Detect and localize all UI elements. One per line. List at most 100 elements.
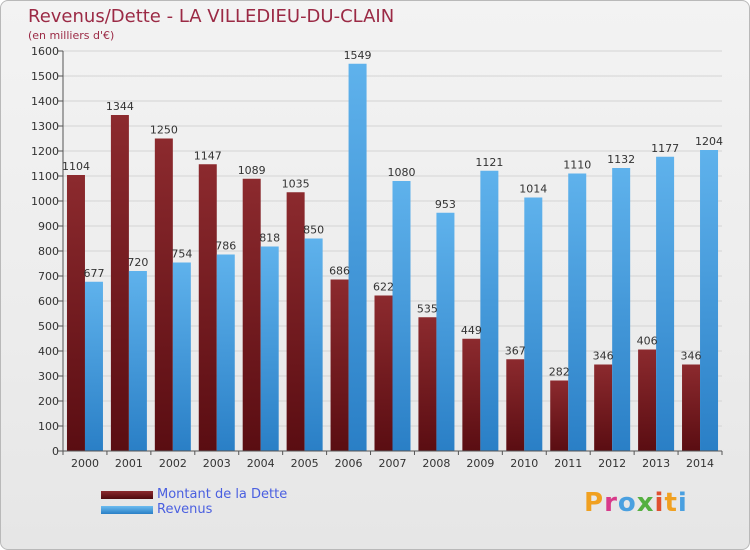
bar-revenue xyxy=(436,212,455,451)
bar-debt xyxy=(418,317,437,451)
bar-revenue xyxy=(700,150,719,451)
data-label-debt: 1089 xyxy=(238,164,266,177)
legend-swatch-revenue xyxy=(101,505,153,514)
bar-debt xyxy=(66,175,85,451)
logo-letter: x xyxy=(636,488,655,518)
data-label-debt: 346 xyxy=(593,350,614,363)
data-label-debt: 367 xyxy=(505,344,526,357)
y-tick-label: 400 xyxy=(38,345,59,358)
bar-debt xyxy=(594,364,613,451)
bar-revenue xyxy=(480,170,499,451)
legend: Montant de la Dette Revenus xyxy=(101,487,287,517)
y-tick-label: 700 xyxy=(38,270,59,283)
x-tick-label: 2012 xyxy=(598,457,626,470)
data-label-debt: 449 xyxy=(461,324,482,337)
legend-label-debt: Montant de la Dette xyxy=(157,487,288,502)
y-tick-label: 1200 xyxy=(31,145,59,158)
data-label-revenue: 1014 xyxy=(519,183,547,196)
data-label-debt: 406 xyxy=(637,335,658,348)
bar-debt xyxy=(242,178,261,451)
bar-debt xyxy=(198,164,217,451)
data-label-revenue: 677 xyxy=(83,267,104,280)
logo-letter: i xyxy=(654,488,665,518)
x-tick-label: 2003 xyxy=(203,457,231,470)
legend-swatch-debt xyxy=(101,490,153,499)
bar-revenue xyxy=(84,281,103,451)
bar-revenue xyxy=(656,156,675,451)
y-tick-label: 1600 xyxy=(31,45,59,58)
bar-revenue xyxy=(348,63,367,451)
data-label-debt: 282 xyxy=(549,366,570,379)
x-tick-label: 2010 xyxy=(510,457,538,470)
x-tick-label: 2008 xyxy=(422,457,450,470)
legend-item-debt: Montant de la Dette xyxy=(101,487,287,502)
bar-revenue xyxy=(524,197,543,451)
bar-debt xyxy=(110,115,129,451)
data-label-revenue: 1549 xyxy=(344,49,372,62)
x-tick-label: 2014 xyxy=(686,457,714,470)
chart-title: Revenus/Dette - LA VILLEDIEU-DU-CLAIN xyxy=(28,6,395,27)
y-tick-label: 300 xyxy=(38,370,59,383)
bar-debt xyxy=(550,380,569,451)
x-tick-label: 2009 xyxy=(466,457,494,470)
proxiti-logo: Proxiti xyxy=(584,488,688,518)
bar-debt xyxy=(682,364,701,451)
x-tick-label: 2004 xyxy=(247,457,275,470)
x-tick-label: 2000 xyxy=(71,457,99,470)
data-label-revenue: 754 xyxy=(171,248,192,261)
data-label-debt: 1104 xyxy=(62,160,90,173)
bar-revenue xyxy=(172,262,191,451)
y-tick-label: 1300 xyxy=(31,120,59,133)
logo-letter: i xyxy=(677,488,688,518)
legend-label-revenue: Revenus xyxy=(157,502,213,517)
y-tick-label: 900 xyxy=(38,220,59,233)
bar-revenue xyxy=(304,238,323,451)
y-tick-label: 500 xyxy=(38,320,59,333)
x-tick-label: 2013 xyxy=(642,457,670,470)
y-tick-label: 100 xyxy=(38,420,59,433)
y-tick-label: 1000 xyxy=(31,195,59,208)
data-label-revenue: 818 xyxy=(259,232,280,245)
data-label-revenue: 720 xyxy=(127,256,148,269)
data-label-revenue: 1110 xyxy=(563,159,591,172)
logo-letter: o xyxy=(617,488,637,518)
data-label-debt: 622 xyxy=(373,281,394,294)
y-tick-label: 1500 xyxy=(31,70,59,83)
bar-revenue xyxy=(216,254,235,451)
bar-debt xyxy=(374,295,393,451)
y-tick-label: 800 xyxy=(38,245,59,258)
data-label-debt: 1344 xyxy=(106,100,134,113)
x-tick-label: 2007 xyxy=(379,457,407,470)
bar-revenue xyxy=(612,168,631,451)
bar-revenue xyxy=(128,271,147,451)
data-label-revenue: 1132 xyxy=(607,153,635,166)
bar-debt xyxy=(638,349,657,451)
data-label-revenue: 850 xyxy=(303,224,324,237)
logo-letter: P xyxy=(584,488,605,518)
logo-letter: r xyxy=(604,488,618,518)
data-label-debt: 1250 xyxy=(150,124,178,137)
data-label-debt: 346 xyxy=(681,350,702,363)
bar-debt xyxy=(462,338,481,451)
data-label-revenue: 953 xyxy=(435,198,456,211)
y-tick-label: 1100 xyxy=(31,170,59,183)
x-tick-label: 2001 xyxy=(115,457,143,470)
data-label-revenue: 786 xyxy=(215,240,236,253)
y-tick-label: 0 xyxy=(52,445,59,458)
bar-debt xyxy=(286,192,305,451)
bar-revenue xyxy=(392,181,411,451)
x-tick-label: 2011 xyxy=(554,457,582,470)
logo-letter: t xyxy=(664,488,678,518)
bar-debt xyxy=(330,279,349,451)
y-tick-label: 200 xyxy=(38,395,59,408)
legend-item-revenue: Revenus xyxy=(101,502,287,517)
data-label-revenue: 1080 xyxy=(388,166,416,179)
bar-debt xyxy=(506,359,525,451)
data-label-debt: 535 xyxy=(417,302,438,315)
x-tick-label: 2005 xyxy=(291,457,319,470)
data-label-revenue: 1204 xyxy=(695,135,723,148)
bar-debt xyxy=(154,138,173,451)
x-tick-label: 2002 xyxy=(159,457,187,470)
